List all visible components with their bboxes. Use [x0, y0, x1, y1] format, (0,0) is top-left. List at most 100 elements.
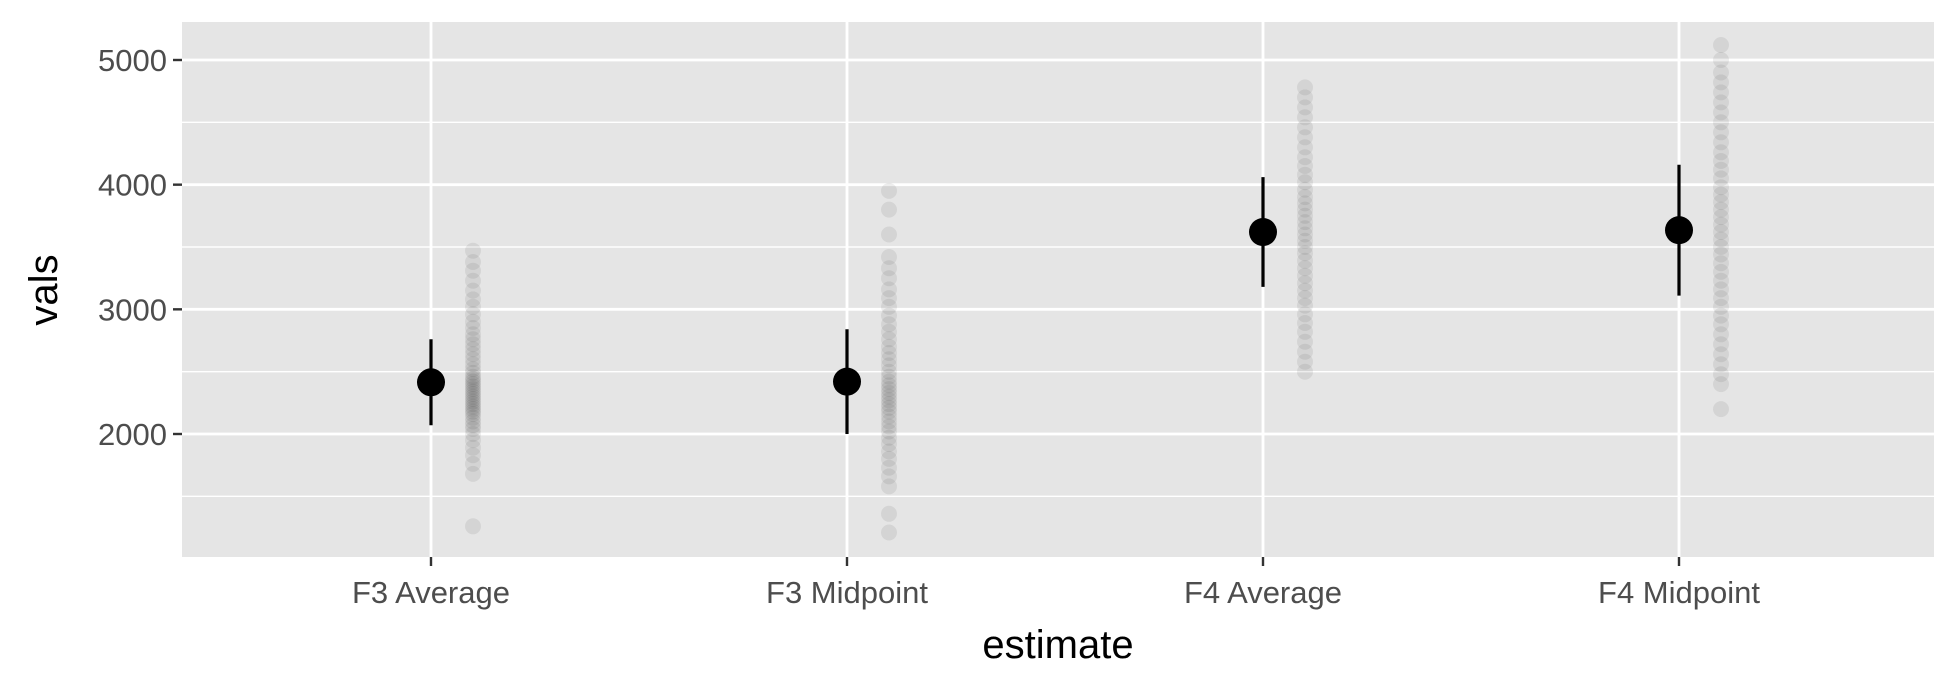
raw-point: [881, 298, 897, 315]
raw-point: [881, 281, 897, 298]
raw-point: [881, 377, 897, 394]
raw-point: [1297, 89, 1313, 106]
raw-point: [465, 346, 481, 363]
raw-point: [1297, 232, 1313, 249]
raw-point: [1297, 174, 1313, 191]
raw-point: [465, 320, 481, 336]
raw-point: [1713, 170, 1729, 187]
raw-point: [881, 270, 897, 287]
raw-point: [1297, 275, 1313, 292]
raw-point: [1297, 149, 1313, 166]
raw-point: [1297, 181, 1313, 198]
grid-major: [182, 22, 1934, 557]
raw-point: [1713, 255, 1729, 272]
raw-point: [1713, 179, 1729, 196]
y-tick-label: 3000: [98, 292, 167, 327]
raw-point: [1713, 153, 1729, 169]
raw-point: [1713, 346, 1729, 363]
raw-point: [1713, 298, 1729, 315]
raw-point: [465, 401, 481, 418]
raw-point: [1297, 207, 1313, 224]
raw-point: [1713, 52, 1729, 68]
y-tick-label: 5000: [98, 43, 167, 78]
raw-point: [1713, 64, 1729, 81]
raw-point: [881, 478, 897, 495]
raw-point: [465, 336, 481, 353]
raw-point: [1297, 226, 1313, 243]
raw-point: [1713, 161, 1729, 178]
raw-point: [1297, 353, 1313, 370]
raw-point: [881, 468, 897, 485]
raw-point: [1297, 290, 1313, 307]
raw-point: [1713, 336, 1729, 353]
raw-point: [881, 403, 897, 420]
raw-point: [1713, 104, 1729, 121]
raw-point: [465, 417, 481, 434]
summary-layer: [417, 164, 1693, 434]
x-tick-label: F3 Average: [352, 575, 510, 610]
raw-point: [1713, 239, 1729, 255]
raw-point: [881, 429, 897, 446]
raw-point: [1297, 158, 1313, 174]
raw-point: [881, 459, 897, 476]
raw-point: [881, 396, 897, 413]
plot-panel: [182, 22, 1934, 557]
raw-point: [881, 357, 897, 374]
raw-point: [1297, 315, 1313, 331]
raw-point: [465, 254, 481, 270]
raw-point: [1713, 263, 1729, 280]
raw-point: [1713, 231, 1729, 248]
raw-point: [465, 398, 481, 415]
raw-point: [465, 447, 481, 464]
raw-point: [881, 524, 897, 541]
raw-point: [1297, 119, 1313, 136]
raw-point: [465, 272, 481, 289]
raw-point: [1297, 245, 1313, 262]
raw-point: [1713, 124, 1729, 141]
raw-point: [465, 306, 481, 323]
raw-point: [1713, 94, 1729, 111]
raw-point: [465, 393, 481, 410]
raw-point: [1713, 316, 1729, 333]
raw-point: [1297, 109, 1313, 126]
raw-point: [1713, 37, 1729, 53]
raw-point: [465, 313, 481, 330]
raw-point: [881, 182, 897, 199]
raw-point: [465, 351, 481, 368]
raw-point: [465, 518, 481, 535]
raw-point: [1297, 220, 1313, 237]
raw-point: [881, 408, 897, 425]
raw-point: [1297, 166, 1313, 183]
raw-point: [465, 376, 481, 393]
raw-point: [465, 421, 481, 437]
raw-point: [1713, 326, 1729, 343]
raw-point: [881, 388, 897, 405]
raw-point: [1297, 343, 1313, 360]
raw-point: [1297, 363, 1313, 380]
raw-point: [1713, 246, 1729, 263]
raw-point: [465, 262, 481, 279]
raw-point: [1297, 201, 1313, 218]
raw-point: [1297, 79, 1313, 96]
raw-point: [1297, 333, 1313, 350]
raw-point: [465, 298, 481, 315]
raw-point: [1713, 84, 1729, 101]
raw-point: [1297, 129, 1313, 146]
raw-point: [1297, 189, 1313, 206]
raw-point: [881, 381, 897, 398]
x-axis-title: estimate: [982, 623, 1133, 667]
x-axis: F3 Average F3 Midpoint F4 Average F4 Midpoi…: [352, 557, 1760, 610]
raw-point: [465, 396, 481, 413]
raw-point: [881, 260, 897, 277]
raw-point: [881, 363, 897, 380]
raw-point: [1713, 114, 1729, 131]
raw-point: [465, 413, 481, 430]
raw-point: [1713, 194, 1729, 211]
mean-point: [833, 367, 861, 396]
raw-point: [465, 331, 481, 348]
raw-point: [1297, 214, 1313, 231]
raw-point: [881, 450, 897, 467]
raw-point: [1713, 134, 1729, 151]
raw-point: [1297, 267, 1313, 284]
